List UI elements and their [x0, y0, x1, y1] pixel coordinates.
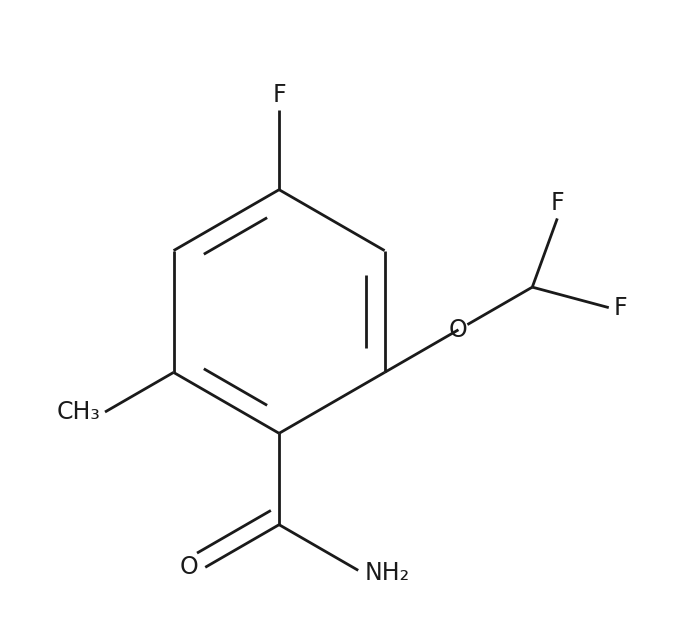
Text: F: F — [613, 296, 627, 320]
Text: NH₂: NH₂ — [364, 561, 409, 586]
Text: O: O — [179, 555, 198, 579]
Text: CH₃: CH₃ — [56, 400, 100, 424]
Text: F: F — [272, 83, 286, 107]
Text: F: F — [551, 191, 564, 216]
Text: O: O — [449, 318, 468, 342]
